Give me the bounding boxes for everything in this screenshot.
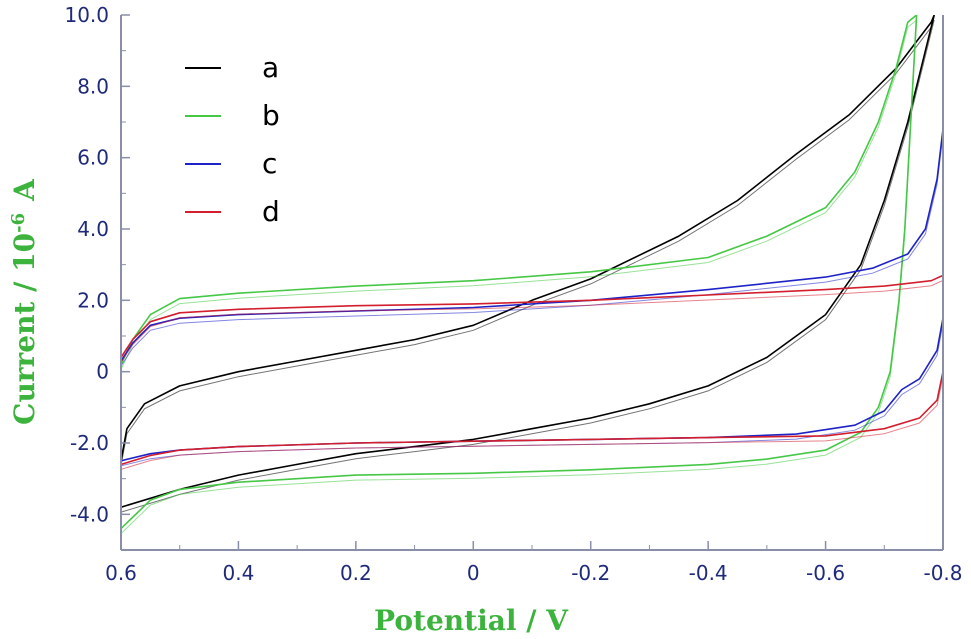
- legend-label-c: c: [262, 147, 277, 180]
- series-d-line: [121, 274, 943, 466]
- x-tick-label: -0.6: [806, 561, 845, 585]
- y-tick-label: 6.0: [77, 146, 109, 170]
- legend-label-d: d: [262, 195, 280, 228]
- series-d-cycle2-line: [121, 279, 943, 470]
- y-axis-title-exponent: -6: [8, 213, 29, 233]
- y-tick-label: -4.0: [70, 502, 109, 526]
- x-tick-label: 0.4: [223, 561, 255, 585]
- y-axis-title-main: Current / 10: [8, 233, 41, 425]
- y-tick-label: 0: [96, 360, 109, 384]
- axes: 10.0 8.0 6.0 4.0 2.0 0 -2.0 -4.0 0.6 0.4 0.2 0 -0.2 -…: [64, 3, 962, 585]
- x-tick-label: 0.2: [340, 561, 372, 585]
- series-b-cycle2-line: [121, 18, 918, 534]
- y-tick-label: 8.0: [77, 74, 109, 98]
- x-axis-title: Potential / V: [374, 604, 569, 637]
- y-axis-title: Current / 10-6 A: [8, 178, 41, 425]
- y-tick-label: 2.0: [77, 288, 109, 312]
- x-tick-label: -0.2: [571, 561, 610, 585]
- y-tick-label: 10.0: [64, 3, 109, 27]
- y-tick-label: -2.0: [70, 431, 109, 455]
- y-tick-label: 4.0: [77, 217, 109, 241]
- legend-label-b: b: [262, 99, 280, 132]
- x-tick-label: -0.4: [689, 561, 728, 585]
- x-tick-label: -0.8: [923, 561, 962, 585]
- plot-area: [121, 15, 943, 534]
- x-tick-label: 0.6: [105, 561, 137, 585]
- y-axis-title-unit: A: [8, 178, 41, 202]
- x-tick-label: 0: [467, 561, 480, 585]
- legend-label-a: a: [262, 51, 279, 84]
